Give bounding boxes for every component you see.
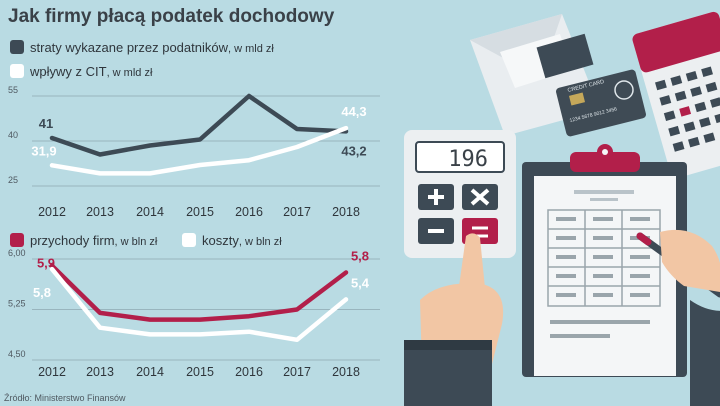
legend-swatch-straty	[10, 40, 24, 54]
hand-left-icon	[404, 233, 504, 406]
legend-chart1: straty wykazane przez podatników, w mld …	[10, 40, 274, 79]
x-tick-label: 2014	[136, 205, 164, 219]
data-label: 5,8	[351, 248, 369, 263]
x-tick-label: 2015	[186, 205, 214, 219]
x-tick-label: 2012	[38, 365, 66, 379]
source-note: Źródło: Ministerstwo Finansów	[4, 393, 126, 403]
x-tick-label: 2017	[283, 365, 311, 379]
legend-label-przychody: przychody firm, w bln zł	[30, 233, 158, 248]
hand-right-icon	[636, 229, 720, 406]
legend-label-cit: wpływy z CIT, w mld zł	[29, 64, 153, 79]
data-label: 44,3	[341, 104, 366, 119]
legend-swatch-przychody	[10, 233, 24, 247]
legend-chart2: przychody firm, w bln zł koszty, w bln z…	[10, 233, 282, 248]
x-tick-label: 2012	[38, 205, 66, 219]
y-tick-label: 5,25	[8, 299, 26, 309]
data-label: 41	[39, 116, 53, 131]
x-tick-label: 2016	[235, 205, 263, 219]
envelope-icon	[470, 14, 600, 136]
calendar-icon	[632, 11, 720, 179]
calculator-display: 196	[448, 147, 488, 172]
series-line	[49, 93, 349, 157]
y-tick-label: 55	[8, 85, 18, 95]
x-tick-label: 2017	[283, 205, 311, 219]
legend-swatch-koszty	[182, 233, 196, 247]
legend-label-koszty: koszty, w bln zł	[202, 233, 282, 248]
y-tick-label: 40	[8, 130, 18, 140]
x-tick-label: 2016	[235, 365, 263, 379]
y-tick-label: 25	[8, 175, 18, 185]
legend-swatch-cit	[10, 64, 24, 78]
plot-layer: 55 40 25 2012 2013 2014 2015 2016 2017 2018 41 43,2…	[8, 85, 380, 379]
clipboard-icon	[522, 144, 687, 377]
y-tick-label: 4,50	[8, 349, 26, 359]
data-label: 5,4	[351, 275, 370, 290]
legend-label-straty: straty wykazane przez podatników, w mld …	[30, 40, 274, 55]
series-line	[49, 266, 349, 343]
finance-illustration: CREDIT CARD 1234 5678 9012 3456 196	[404, 11, 720, 406]
data-label: 31,9	[31, 143, 56, 158]
data-label: 5,8	[33, 285, 51, 300]
x-tick-label: 2018	[332, 365, 360, 379]
x-tick-label: 2013	[86, 205, 114, 219]
y-tick-label: 6,00	[8, 248, 26, 258]
calculator-icon: 196	[404, 130, 516, 258]
x-tick-label: 2014	[136, 365, 164, 379]
x-tick-label: 2013	[86, 365, 114, 379]
series-line	[49, 263, 349, 322]
data-label: 5,9	[37, 256, 55, 271]
series-line	[49, 125, 349, 176]
x-tick-label: 2015	[186, 365, 214, 379]
x-tick-label: 2018	[332, 205, 360, 219]
data-label: 43,2	[341, 143, 366, 158]
chart-title: Jak firmy płacą podatek dochodowy	[8, 6, 335, 27]
